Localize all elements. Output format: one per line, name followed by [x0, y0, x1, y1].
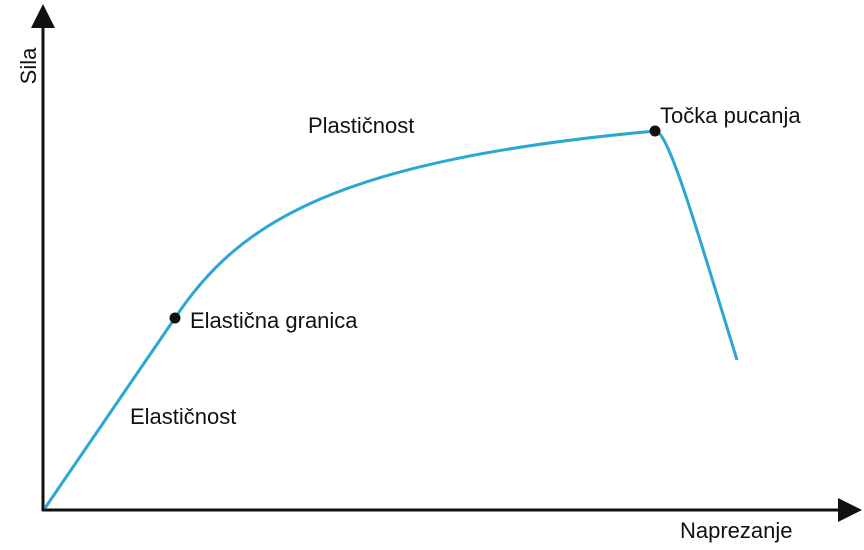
elastic-limit-point: [169, 312, 181, 324]
stress-strain-curve: [43, 129, 739, 509]
x-axis-label: Naprezanje: [680, 518, 793, 543]
y-axis-label: Sila: [16, 47, 41, 84]
point-label: Elastična granica: [190, 308, 358, 333]
region-label: Plastičnost: [308, 113, 414, 138]
point-label: Točka pucanja: [660, 103, 801, 128]
break-point: [649, 125, 661, 137]
region-label: Elastičnost: [130, 404, 236, 429]
